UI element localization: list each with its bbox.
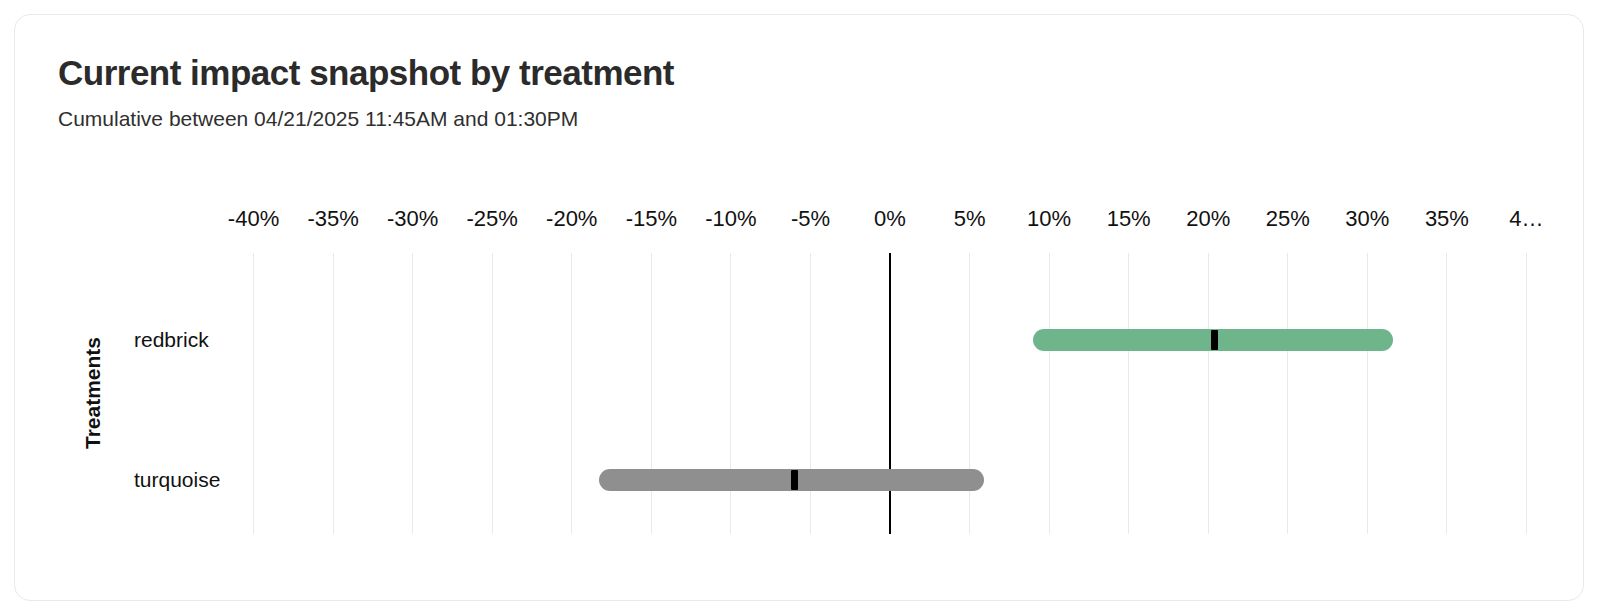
x-axis-tick-label: -20% xyxy=(546,206,597,232)
x-axis-tick-label: 35% xyxy=(1425,206,1469,232)
gridline xyxy=(1446,253,1447,534)
x-axis-tick-label: -40% xyxy=(228,206,279,232)
x-axis-tick-label: 10% xyxy=(1027,206,1071,232)
plot-area: -40% -35% -30% -25% -20% -15% -10% -5% 0% 5% 10% 15… xyxy=(15,15,1583,600)
gridline xyxy=(1287,253,1288,534)
gridline xyxy=(571,253,572,534)
gridline xyxy=(253,253,254,534)
gridline xyxy=(1208,253,1209,534)
gridline xyxy=(412,253,413,534)
x-axis-tick-label: -10% xyxy=(705,206,756,232)
x-axis-tick-label: -25% xyxy=(467,206,518,232)
x-axis-tick-label: -35% xyxy=(307,206,358,232)
x-axis-tick-label: -15% xyxy=(626,206,677,232)
x-axis-tick-label: 15% xyxy=(1107,206,1151,232)
zero-axis-line xyxy=(889,253,891,534)
x-axis-tick-label: 20% xyxy=(1186,206,1230,232)
gridline xyxy=(651,253,652,534)
impact-snapshot-card: Current impact snapshot by treatment Cum… xyxy=(14,14,1584,601)
x-axis-tick-label: -30% xyxy=(387,206,438,232)
gridline xyxy=(730,253,731,534)
x-axis-tick-label: -5% xyxy=(791,206,830,232)
gridline xyxy=(492,253,493,534)
x-axis-tick-label: 30% xyxy=(1345,206,1389,232)
x-axis-tick-label: 4… xyxy=(1509,206,1543,232)
gridline xyxy=(810,253,811,534)
treatment-label-turquoise: turquoise xyxy=(134,467,220,493)
gridline xyxy=(1526,253,1527,534)
gridline xyxy=(1367,253,1368,534)
x-axis-tick-label: 5% xyxy=(954,206,986,232)
x-axis-tick-label: 25% xyxy=(1266,206,1310,232)
point-estimate-marker-turquoise xyxy=(791,470,798,490)
gridline xyxy=(1049,253,1050,534)
gridline xyxy=(333,253,334,534)
x-axis-tick-label: 0% xyxy=(874,206,906,232)
treatment-label-redbrick: redbrick xyxy=(134,327,209,353)
impact-chart: Treatments -40%-35%-30%-25%-20%-15%-10%-… xyxy=(15,15,1583,600)
point-estimate-marker-redbrick xyxy=(1211,330,1218,350)
gridline xyxy=(969,253,970,534)
gridline xyxy=(1128,253,1129,534)
